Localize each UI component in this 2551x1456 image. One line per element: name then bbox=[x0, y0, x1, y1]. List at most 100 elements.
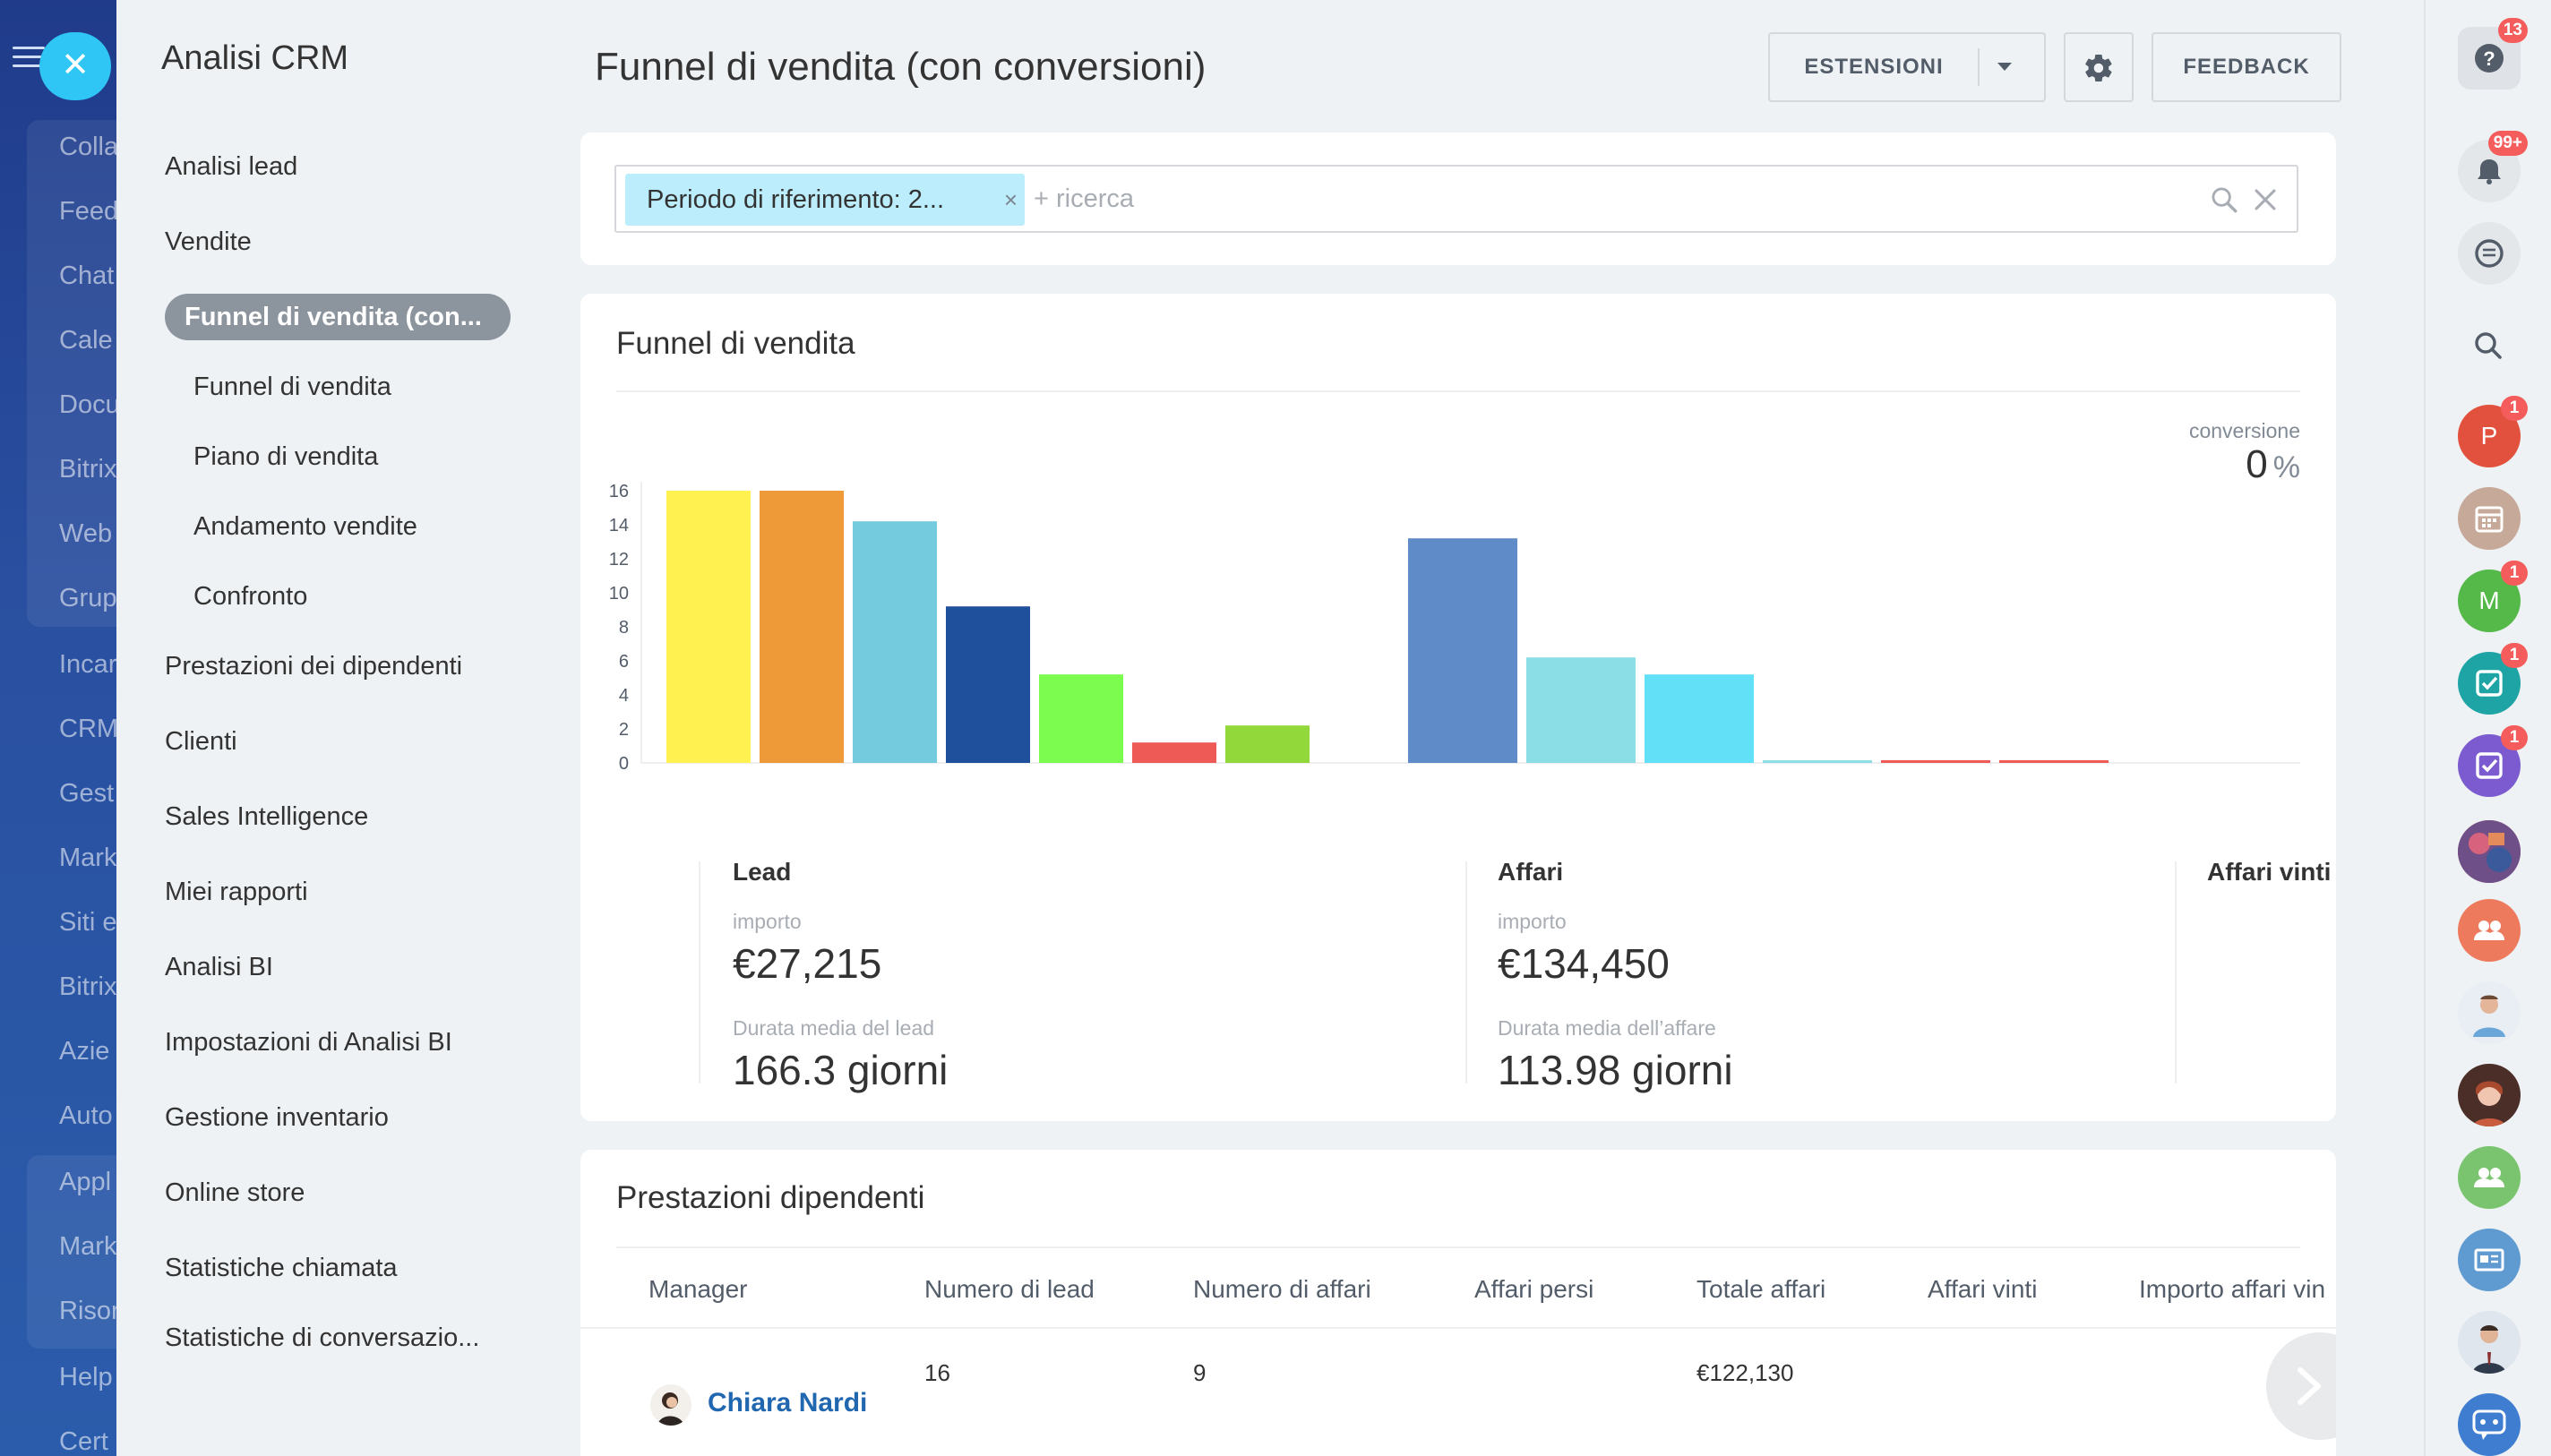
nav-item[interactable]: Web bbox=[59, 519, 113, 548]
avatar-letter: M bbox=[2478, 587, 2500, 614]
menu-subitem[interactable]: Funnel di vendita bbox=[193, 373, 391, 401]
nav-item[interactable]: Appl bbox=[59, 1168, 112, 1196]
menu-item[interactable]: Miei rapporti bbox=[165, 878, 308, 906]
chart-bar bbox=[666, 491, 751, 763]
chart-bar bbox=[1645, 674, 1754, 763]
unread-badge: 1 bbox=[2501, 396, 2528, 421]
menu-item-sales[interactable]: Vendite bbox=[165, 227, 252, 256]
menu-item[interactable]: Prestazioni dei dipendenti bbox=[165, 652, 463, 681]
menu-item[interactable]: Clienti bbox=[165, 727, 237, 756]
column-header-total-deals[interactable]: Totale affari bbox=[1696, 1275, 1826, 1303]
menu-subitem[interactable]: Andamento vendite bbox=[193, 512, 417, 541]
stat-deals-duration: 113.98 giorni bbox=[1498, 1047, 1733, 1093]
menu-item[interactable]: Sales Intelligence bbox=[165, 802, 369, 831]
funnel-bar-chart: 0 2 4 6 8 10 12 14 16 bbox=[609, 482, 2300, 774]
nav-item[interactable]: Colla bbox=[59, 133, 116, 161]
chevron-down-icon[interactable] bbox=[1997, 63, 2012, 71]
nav-item[interactable]: Risor bbox=[59, 1297, 116, 1325]
chart-bar bbox=[1132, 742, 1216, 763]
group-chat-button[interactable] bbox=[2458, 1146, 2521, 1209]
stat-deals: Affari importo €134,450 Durata media del… bbox=[1498, 858, 1733, 1094]
nav-item[interactable]: Gest bbox=[59, 779, 115, 808]
manager-link[interactable]: Chiara Nardi bbox=[708, 1388, 868, 1417]
unread-badge: 1 bbox=[2501, 561, 2528, 586]
menu-subitem[interactable]: Confronto bbox=[193, 582, 308, 611]
calendar-chat-button[interactable] bbox=[2458, 487, 2521, 550]
nav-item[interactable]: Cert bbox=[59, 1427, 108, 1456]
notifications-button[interactable]: 99+ bbox=[2458, 131, 2528, 202]
slider-panel: Analisi CRM Analisi lead Vendite Funnel … bbox=[116, 0, 2521, 1456]
extensions-button[interactable]: ESTENSIONI bbox=[1768, 32, 2046, 102]
page-title: Funnel di vendita (con conversioni) bbox=[595, 45, 1207, 89]
column-header-deals[interactable]: Numero di affari bbox=[1193, 1275, 1371, 1303]
filter-search-box[interactable]: Periodo di riferimento: 2... × + ricerca bbox=[614, 165, 2298, 233]
cell-deals: 9 bbox=[1193, 1359, 1207, 1386]
nav-item[interactable]: Mark bbox=[59, 844, 116, 872]
nav-item[interactable]: Mark bbox=[59, 1232, 116, 1261]
user-avatar[interactable] bbox=[2458, 1311, 2521, 1374]
menu-item[interactable]: Statistiche chiamata bbox=[165, 1254, 398, 1282]
unread-badge: 1 bbox=[2501, 643, 2528, 668]
nav-item[interactable]: Azie bbox=[59, 1037, 110, 1066]
nav-item[interactable]: Bitrix bbox=[59, 972, 116, 1001]
nav-item[interactable]: Siti e bbox=[59, 908, 116, 937]
chat-icon bbox=[2475, 239, 2504, 268]
person-avatar-icon bbox=[2472, 1325, 2506, 1374]
nav-item[interactable]: Chat bbox=[59, 261, 115, 290]
funnel-card: Funnel di vendita conversione 0% 0 2 4 6 8 10… bbox=[580, 294, 2336, 1121]
close-panel-button[interactable]: ✕ bbox=[39, 32, 111, 100]
tasks-chat-button-2[interactable]: 1 bbox=[2458, 725, 2528, 797]
hamburger-icon[interactable] bbox=[13, 47, 45, 70]
menu-item-active[interactable]: Funnel di vendita (con... bbox=[165, 294, 511, 340]
feedback-button[interactable]: FEEDBACK bbox=[2152, 32, 2341, 102]
column-header-leads[interactable]: Numero di lead bbox=[924, 1275, 1095, 1303]
close-icon[interactable]: × bbox=[1003, 186, 1018, 213]
group-chat-button[interactable] bbox=[2458, 899, 2521, 962]
bell-icon bbox=[2478, 159, 2501, 184]
column-header-won-amount[interactable]: Importo affari vin bbox=[2139, 1275, 2326, 1303]
nav-item[interactable]: Cale bbox=[59, 326, 113, 355]
search-input[interactable]: + ricerca bbox=[1034, 184, 1135, 213]
menu-item-lead-analytics[interactable]: Analisi lead bbox=[165, 152, 298, 181]
divider bbox=[699, 861, 700, 1083]
menu-item[interactable]: Impostazioni di Analisi BI bbox=[165, 1028, 452, 1057]
close-icon[interactable] bbox=[2250, 184, 2280, 215]
search-icon bbox=[2475, 332, 2502, 359]
group-chat-avatar[interactable] bbox=[2458, 820, 2521, 883]
chat-avatar-m[interactable]: M 1 bbox=[2458, 561, 2528, 632]
nav-item[interactable]: Incar bbox=[59, 650, 116, 679]
search-icon[interactable] bbox=[2209, 184, 2239, 215]
nav-item[interactable]: CRM bbox=[59, 715, 116, 743]
nav-item[interactable]: Grup bbox=[59, 584, 116, 612]
nav-item[interactable]: Bitrix bbox=[59, 455, 116, 484]
column-header-lost-deals[interactable]: Affari persi bbox=[1474, 1275, 1594, 1303]
chat-avatar-p[interactable]: P 1 bbox=[2458, 396, 2528, 467]
nav-item[interactable]: Auto bbox=[59, 1101, 113, 1130]
user-avatar[interactable] bbox=[2458, 981, 2521, 1044]
menu-subitem[interactable]: Piano di vendita bbox=[193, 442, 379, 471]
search-button[interactable] bbox=[2458, 315, 2521, 378]
open-channel-button[interactable] bbox=[2458, 1393, 2521, 1456]
column-header-won-deals[interactable]: Affari vinti bbox=[1928, 1275, 2038, 1303]
nav-item[interactable]: Docu bbox=[59, 390, 116, 419]
nav-item[interactable]: Feed bbox=[59, 197, 116, 226]
user-avatar[interactable] bbox=[2458, 1064, 2521, 1126]
column-header-manager[interactable]: Manager bbox=[648, 1275, 748, 1303]
stat-deals-duration-label: Durata media dell’affare bbox=[1498, 1016, 1716, 1040]
users-icon bbox=[2474, 1168, 2504, 1187]
settings-button[interactable] bbox=[2064, 32, 2134, 102]
scroll-right-button[interactable] bbox=[2266, 1332, 2336, 1440]
channel-button[interactable] bbox=[2458, 1229, 2521, 1291]
chart-bar bbox=[1225, 725, 1310, 763]
menu-item[interactable]: Online store bbox=[165, 1178, 305, 1207]
menu-item[interactable]: Statistiche di conversazio... bbox=[165, 1323, 480, 1352]
nav-item[interactable]: Help bbox=[59, 1363, 113, 1392]
filter-chip-period[interactable]: Periodo di riferimento: 2... × bbox=[625, 174, 1025, 226]
divider bbox=[616, 1246, 2300, 1248]
menu-item[interactable]: Analisi BI bbox=[165, 953, 273, 981]
tasks-chat-button[interactable]: 1 bbox=[2458, 643, 2528, 715]
messages-button[interactable] bbox=[2458, 222, 2521, 285]
stat-deals-amount-label: importo bbox=[1498, 910, 1567, 933]
menu-item[interactable]: Gestione inventario bbox=[165, 1103, 389, 1132]
help-button[interactable]: ? 13 bbox=[2458, 18, 2528, 90]
